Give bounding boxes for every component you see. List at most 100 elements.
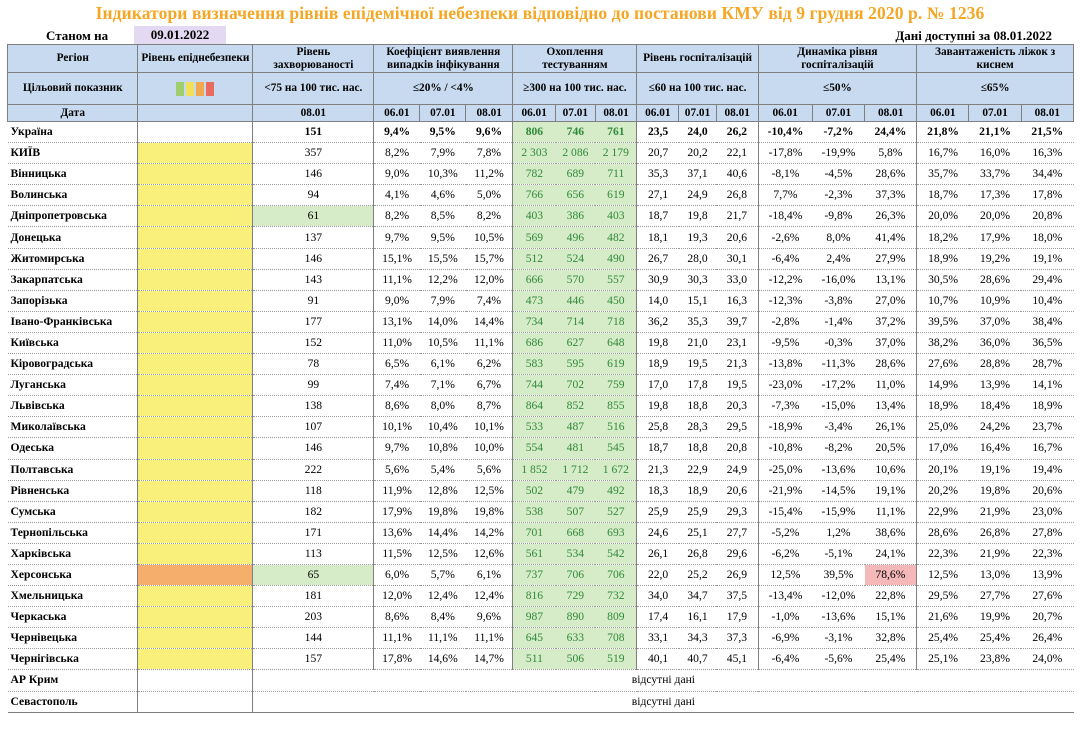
hosp-dyn-value: 39,5% bbox=[812, 564, 865, 587]
table-row: Хмельницька 181 12,0% 12,4% 12,4% 816 729 732 34… bbox=[7, 585, 1074, 608]
hosp-dyn-value: 28,6% bbox=[864, 353, 917, 376]
incidence-value: 143 bbox=[252, 269, 374, 291]
hosp-value: 17,4 bbox=[636, 606, 679, 629]
testing-value: 2 086 bbox=[555, 142, 596, 165]
hosp-dyn-value: 28,6% bbox=[864, 163, 917, 186]
target-legend bbox=[137, 72, 254, 105]
testing-value: 403 bbox=[512, 205, 556, 228]
oxygen-value: 17,3% bbox=[968, 184, 1022, 207]
hosp-dyn-value: -3,8% bbox=[812, 290, 865, 312]
testing-value: 706 bbox=[595, 564, 637, 587]
testing-value: 533 bbox=[512, 416, 556, 439]
incidence-value: 113 bbox=[252, 543, 374, 565]
hosp-value: 20,6 bbox=[716, 226, 759, 249]
available-date-text: Дані доступні за 08.01.2022 bbox=[895, 28, 1052, 44]
level-indicator bbox=[137, 416, 254, 439]
testing-value: 816 bbox=[512, 585, 556, 608]
hosp-value: 18,3 bbox=[636, 480, 679, 502]
oxygen-value: 13,9% bbox=[968, 374, 1022, 397]
incidence-value: 78 bbox=[252, 353, 374, 376]
region-name: Вінницька bbox=[7, 163, 139, 186]
testing-value: 446 bbox=[555, 290, 596, 312]
level-indicator bbox=[137, 163, 254, 186]
detection-value: 7,4% bbox=[373, 374, 420, 397]
oxygen-value: 21,9% bbox=[968, 501, 1022, 523]
incidence-value: 146 bbox=[252, 248, 374, 270]
hosp-value: 34,3 bbox=[678, 627, 717, 650]
hosp-value: 29,5 bbox=[716, 416, 759, 439]
target-incidence: <75 на 100 тис. нас. bbox=[252, 72, 375, 105]
available-label: Дані доступні за bbox=[895, 28, 991, 43]
hosp-dyn-value: -5,6% bbox=[812, 648, 865, 671]
hosp-dyn-value: -13,6% bbox=[812, 606, 865, 629]
region-name: КИЇВ bbox=[7, 142, 139, 165]
table-row-missing: АР Крим відсутні дані bbox=[7, 669, 1074, 692]
testing-value: 512 bbox=[512, 248, 556, 270]
level-indicator bbox=[137, 585, 254, 608]
detection-value: 12,2% bbox=[419, 269, 466, 291]
detection-value: 12,5% bbox=[465, 480, 513, 502]
hosp-value: 26,8 bbox=[716, 184, 759, 207]
testing-value: 1 852 bbox=[512, 459, 556, 481]
level-indicator bbox=[137, 480, 254, 502]
level-indicator bbox=[137, 353, 254, 376]
oxygen-value: 27,6% bbox=[1021, 585, 1074, 608]
hosp-value: 21,3 bbox=[716, 353, 759, 376]
oxygen-value: 23,0% bbox=[1021, 501, 1074, 523]
level-indicator bbox=[137, 437, 254, 460]
oxygen-value: 34,4% bbox=[1021, 163, 1074, 186]
level-indicator bbox=[137, 332, 254, 355]
incidence-value: 146 bbox=[252, 163, 374, 186]
region-name: Черкаська bbox=[7, 606, 139, 629]
hosp-dyn-value: 37,2% bbox=[864, 311, 917, 333]
testing-value: 569 bbox=[512, 226, 556, 249]
date-dyn-3: 08.01 bbox=[864, 104, 918, 122]
testing-value: 761 bbox=[595, 121, 637, 144]
region-name: Україна bbox=[7, 121, 139, 144]
testing-value: 519 bbox=[595, 648, 637, 671]
oxygen-value: 25,0% bbox=[916, 416, 969, 439]
testing-value: 538 bbox=[512, 501, 556, 523]
detection-value: 13,1% bbox=[373, 311, 420, 333]
detection-value: 14,4% bbox=[465, 311, 513, 333]
date-test-2: 07.01 bbox=[555, 104, 596, 122]
oxygen-value: 21,9% bbox=[968, 543, 1022, 565]
table-body: Україна 151 9,4% 9,5% 9,6% 806 746 761 23,5 24,0 2… bbox=[7, 121, 1074, 713]
testing-value: 557 bbox=[595, 269, 637, 291]
testing-value: 561 bbox=[512, 543, 556, 565]
oxygen-value: 20,1% bbox=[916, 459, 969, 481]
oxygen-value: 21,8% bbox=[916, 121, 969, 144]
header-region: Регіон bbox=[6, 44, 139, 73]
testing-value: 570 bbox=[555, 269, 596, 291]
oxygen-value: 18,2% bbox=[916, 226, 969, 249]
hosp-value: 35,3 bbox=[636, 163, 679, 186]
oxygen-value: 19,1% bbox=[968, 459, 1022, 481]
testing-value: 855 bbox=[595, 395, 637, 418]
hosp-dyn-value: -5,1% bbox=[812, 543, 865, 565]
testing-value: 729 bbox=[555, 585, 596, 608]
region-name: Львівська bbox=[7, 395, 139, 418]
date-hosp-3: 08.01 bbox=[715, 104, 759, 122]
table-row: Закарпатська 143 11,1% 12,2% 12,0% 666 570 557 3… bbox=[7, 269, 1074, 291]
oxygen-value: 20,6% bbox=[1021, 480, 1074, 502]
hosp-value: 23,5 bbox=[636, 121, 679, 144]
hosp-value: 18,9 bbox=[678, 480, 717, 502]
table-row: Донецька 137 9,7% 9,5% 10,5% 569 496 482 18,1 19,… bbox=[7, 226, 1074, 249]
level-indicator bbox=[137, 205, 254, 228]
table-row: Львівська 138 8,6% 8,0% 8,7% 864 852 855 19,8 18,… bbox=[7, 395, 1074, 418]
hosp-value: 30,3 bbox=[678, 269, 717, 291]
hosp-value: 40,1 bbox=[636, 648, 679, 671]
region-name: Миколаївська bbox=[7, 416, 139, 439]
hosp-value: 35,3 bbox=[678, 311, 717, 333]
region-name: Тернопільська bbox=[7, 522, 139, 544]
level-indicator bbox=[137, 669, 253, 692]
level-indicator bbox=[137, 184, 254, 207]
hosp-dyn-value: -18,4% bbox=[757, 205, 813, 228]
region-name: Житомирська bbox=[7, 248, 139, 270]
hosp-value: 15,1 bbox=[678, 290, 717, 312]
hosp-value: 21,3 bbox=[636, 459, 679, 481]
hosp-value: 20,7 bbox=[636, 142, 679, 165]
level-legend bbox=[176, 81, 215, 96]
testing-value: 487 bbox=[555, 416, 596, 439]
hosp-value: 26,1 bbox=[636, 543, 679, 565]
